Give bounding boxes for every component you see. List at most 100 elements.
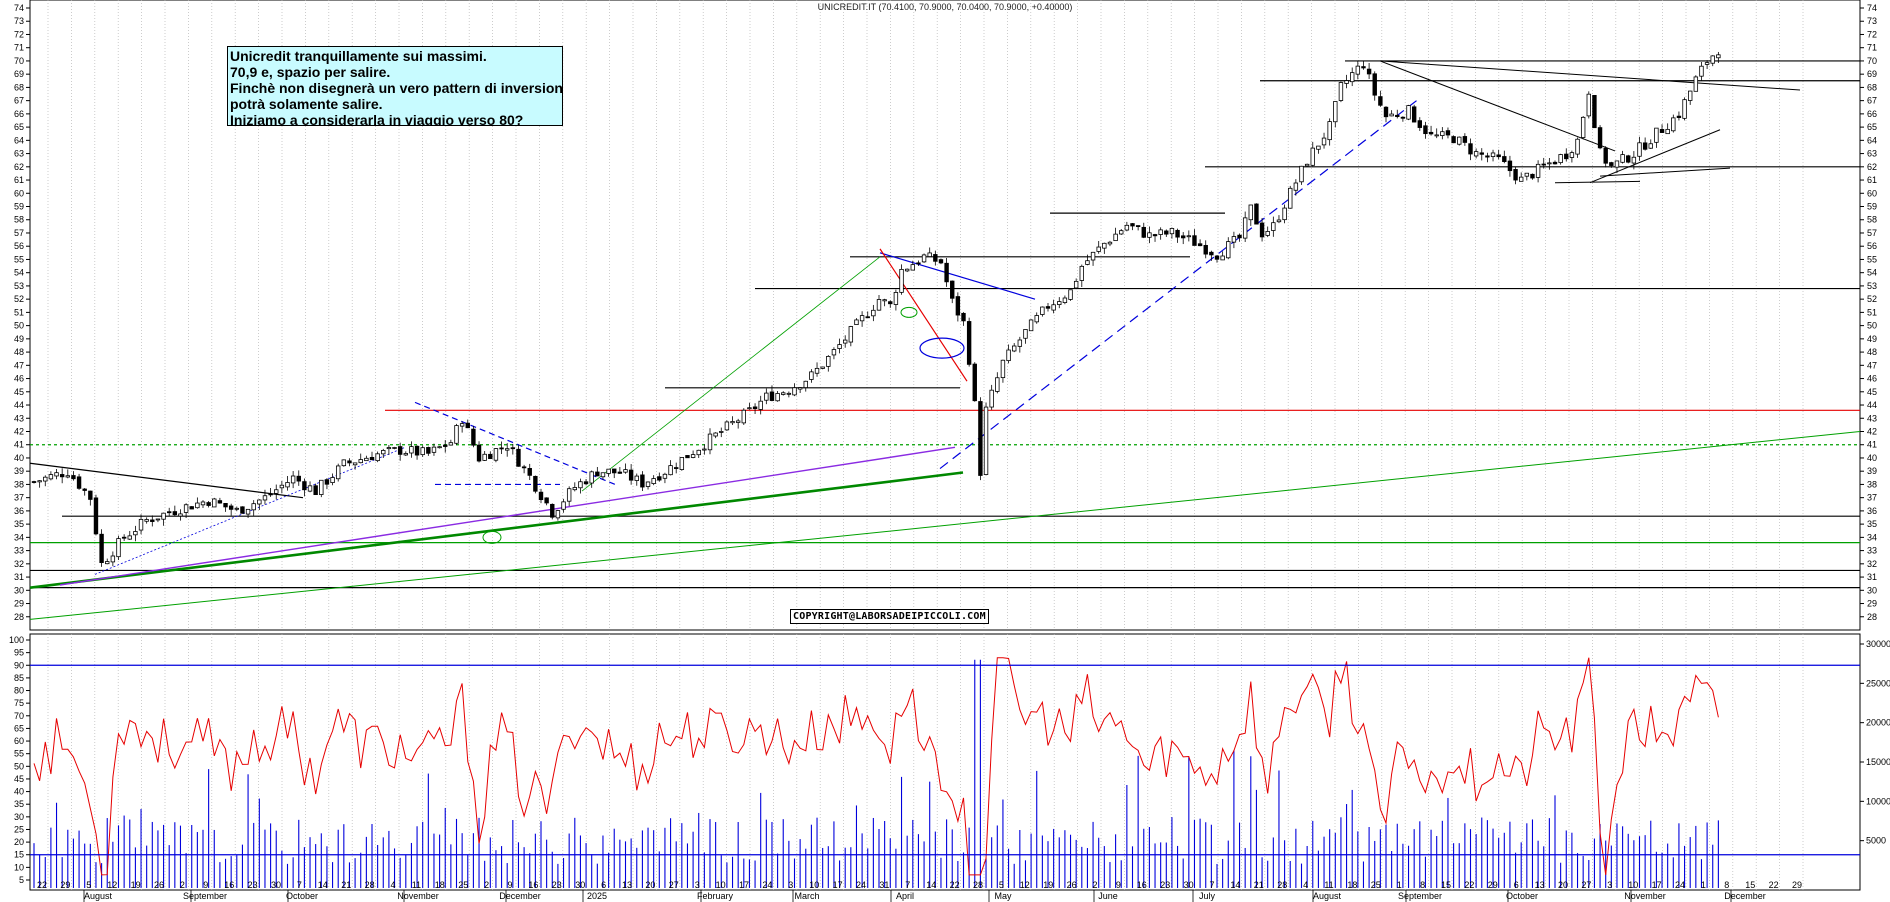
candle-body [251,503,256,511]
y-tick-label: 51 [1867,307,1877,317]
y-tick-label: 62 [1867,162,1877,172]
y-tick-label: 36 [14,506,24,516]
y-tick-label: 54 [14,268,24,278]
candle-body [1524,172,1530,177]
y-tick-label: 39 [14,466,24,476]
candle-body [961,312,966,322]
candle-body [769,391,775,401]
y-tick-label: 59 [14,202,24,212]
x-month-label: August [84,891,113,901]
x-date-label: 24 [1675,880,1685,890]
candle-body [826,356,831,367]
y-tick-label: 28 [14,612,24,622]
y-tick-label: 60 [14,188,24,198]
x-month-label: October [1506,891,1538,901]
candle-body [933,254,938,262]
candle-body [138,518,144,531]
candle-body [1631,156,1637,164]
candle-body [166,511,172,514]
y-tick-label: 57 [1867,228,1877,238]
candle-body [899,268,904,293]
candle-body [330,477,335,484]
x-date-label: 12 [107,880,117,890]
x-date-label: 11 [412,880,421,890]
x-date-label: 7 [297,880,302,890]
candle-body [1406,105,1411,120]
candle-body [1642,142,1648,150]
y-tick-label: 33 [14,546,24,556]
rsi-tick-label: 15 [14,850,24,860]
y-tick-label: 42 [14,426,24,436]
y-tick-label: 73 [14,16,24,26]
rsi-tick-label: 80 [14,686,24,696]
candle-body [859,315,865,322]
y-tick-label: 49 [14,334,24,344]
rsi-tick-label: 85 [14,673,24,683]
candle-body [212,498,217,508]
x-month-label: September [183,891,227,901]
candle-body [257,499,262,505]
candle-body [1490,152,1496,158]
candle-body [1130,223,1135,227]
y-tick-label: 65 [1867,122,1877,132]
candle-body [1434,134,1439,137]
trendline [1554,180,1641,184]
candle-body [1012,345,1017,352]
candle-body [1417,120,1422,128]
x-date-label: 21 [1254,880,1264,890]
candle-body [1096,246,1101,252]
candle-body [1451,136,1456,144]
candle-body [1175,229,1180,238]
candle-body [1361,66,1366,69]
candle-body [262,495,268,501]
candle-body [1057,301,1062,305]
candle-body [797,387,803,390]
candle-body [1541,163,1546,166]
candle-body [1023,329,1028,339]
candle-body [459,423,465,427]
candle-body [589,471,594,484]
candle-body [1659,129,1665,133]
candle-body [1552,161,1558,165]
x-month-label: September [1398,891,1442,901]
candle-body [1259,222,1265,238]
x-date-label: 26 [1067,880,1077,890]
x-month-label: December [1724,891,1766,901]
y-tick-label: 40 [1867,453,1877,463]
x-date-label: 23 [1160,880,1170,890]
x-date-label: 31 [879,880,889,890]
candle-body [1102,242,1107,249]
candle-body [1688,90,1693,101]
y-tick-label: 53 [1867,281,1877,291]
x-date-label: 10 [716,880,726,890]
candle-body [1502,156,1507,162]
candle-body [93,497,99,535]
y-tick-label: 43 [14,413,24,423]
candle-body [640,474,645,488]
x-date-label: 1 [1397,880,1402,890]
candle-body [116,538,121,558]
candle-body [724,421,730,431]
indicator-axis: 5 10 15 20 25 30 35 40 45 50 55 60 65 70 75 80 85 90 95 100… [9,635,1890,885]
candle-body [921,254,927,263]
candle-body [319,479,324,495]
x-date-label: 9 [507,880,512,890]
candle-body [285,482,290,488]
x-date-label: 12 [1020,880,1030,890]
candle-body [600,472,606,478]
x-date-label: 2 [1092,880,1097,890]
candle-body [865,316,870,319]
candle-body [504,448,510,451]
candle-body [544,497,549,504]
candle-body [499,447,504,450]
highlight-ellipse [482,530,502,544]
candle-body [1428,131,1434,135]
volume-tick-label: 30000 [1866,639,1890,649]
y-tick-label: 61 [1867,175,1877,185]
candle-body [48,474,54,480]
candle-body [595,471,600,477]
candlesticks [31,51,1721,567]
candle-body [978,401,983,476]
rsi-tick-label: 5 [19,875,24,885]
x-date-label: 29 [60,880,70,890]
